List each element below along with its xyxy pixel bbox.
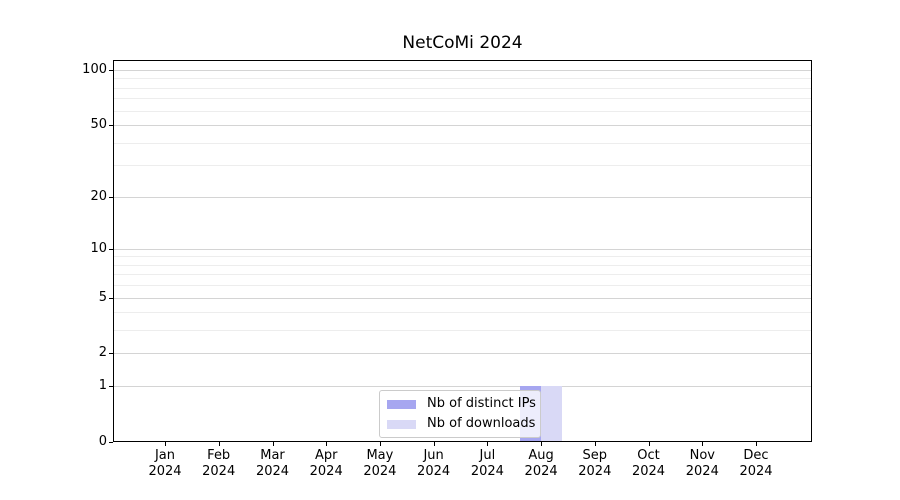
x-tick-label: Jul 2024 xyxy=(457,448,517,480)
y-major-gridline xyxy=(113,297,812,299)
x-tick-mark xyxy=(648,442,650,446)
x-tick-mark xyxy=(272,442,274,446)
y-minor-gridline xyxy=(113,87,812,89)
y-major-gridline xyxy=(113,386,812,388)
y-tick-mark xyxy=(109,248,113,250)
x-tick-label: Nov 2024 xyxy=(672,448,732,480)
y-tick-label: 10 xyxy=(90,240,107,256)
x-tick-label-year: 2024 xyxy=(631,464,666,479)
x-tick-mark xyxy=(165,442,166,446)
x-tick-mark xyxy=(218,442,220,446)
x-tick-label-year: 2024 xyxy=(148,464,182,479)
chart-title: NetCoMi 2024 xyxy=(402,33,523,53)
x-tick-mark xyxy=(756,442,757,446)
x-tick-label: Feb 2024 xyxy=(189,448,249,480)
y-minor-gridline xyxy=(113,142,812,144)
x-tick-label-year: 2024 xyxy=(578,464,612,479)
x-tick-label-year: 2024 xyxy=(309,464,343,479)
x-tick-mark xyxy=(379,442,381,446)
y-minor-gridline xyxy=(113,256,812,258)
y-tick-label: 0 xyxy=(98,434,107,449)
x-tick-mark xyxy=(594,442,596,446)
y-minor-gridline xyxy=(113,274,812,276)
downloads-swatch xyxy=(387,419,416,429)
distinct-ips-swatch xyxy=(387,399,416,409)
x-tick-mark xyxy=(433,442,435,446)
bar-downloads xyxy=(541,386,563,442)
y-tick-label: 5 xyxy=(98,289,107,305)
x-tick-label: Jan 2024 xyxy=(135,448,195,480)
plot-border xyxy=(113,60,812,442)
x-tick-mark xyxy=(702,442,704,446)
x-tick-label: Apr 2024 xyxy=(296,448,356,480)
y-tick-label: 2 xyxy=(98,345,107,361)
y-minor-gridline xyxy=(113,264,812,266)
y-tick-label: 100 xyxy=(82,62,107,77)
x-tick-label-year: 2024 xyxy=(739,464,773,479)
x-tick-label: Jun 2024 xyxy=(404,448,464,480)
y-tick-label: 20 xyxy=(90,188,107,204)
y-minor-gridline xyxy=(113,78,812,80)
legend-item-downloads: Nb of downloads xyxy=(387,414,540,434)
y-tick-mark xyxy=(109,386,113,388)
y-tick-mark xyxy=(109,353,113,355)
y-tick-label: 1 xyxy=(98,378,107,394)
x-tick-label-year: 2024 xyxy=(417,464,451,479)
x-tick-mark xyxy=(326,442,328,446)
x-tick-label: Aug 2024 xyxy=(511,448,571,480)
y-tick-mark xyxy=(109,70,113,71)
legend-label-downloads: Nb of downloads xyxy=(427,416,536,431)
y-tick-mark xyxy=(109,125,113,127)
y-minor-gridline xyxy=(113,98,812,100)
y-major-gridline xyxy=(113,196,812,198)
y-major-gridline xyxy=(113,70,812,71)
y-tick-label: 50 xyxy=(90,117,107,133)
y-tick-mark xyxy=(109,442,113,443)
y-tick-mark xyxy=(109,196,113,198)
y-minor-gridline xyxy=(113,330,812,332)
x-tick-label: Mar 2024 xyxy=(243,448,303,480)
x-tick-label-year: 2024 xyxy=(524,464,558,479)
x-tick-label-year: 2024 xyxy=(255,464,290,479)
x-tick-label: Sep 2024 xyxy=(565,448,625,480)
x-tick-mark xyxy=(541,442,543,446)
legend-item-distinct-ips: Nb of distinct IPs xyxy=(387,394,540,414)
legend-label-distinct-ips: Nb of distinct IPs xyxy=(427,396,536,411)
y-minor-gridline xyxy=(113,110,812,112)
x-tick-label-year: 2024 xyxy=(202,464,236,479)
x-tick-label: Dec 2024 xyxy=(726,448,786,480)
y-major-gridline xyxy=(113,125,812,127)
x-tick-label-year: 2024 xyxy=(363,464,397,479)
x-tick-label: Oct 2024 xyxy=(619,448,679,480)
legend: Nb of distinct IPs Nb of downloads xyxy=(379,390,541,438)
x-tick-label-year: 2024 xyxy=(470,464,504,479)
x-tick-label: May 2024 xyxy=(350,448,410,480)
y-major-gridline xyxy=(113,248,812,250)
y-minor-gridline xyxy=(113,285,812,287)
y-minor-gridline xyxy=(113,312,812,314)
x-tick-mark xyxy=(487,442,489,446)
y-tick-mark xyxy=(109,297,113,299)
y-major-gridline xyxy=(113,353,812,355)
x-tick-label-year: 2024 xyxy=(685,464,719,479)
y-minor-gridline xyxy=(113,165,812,167)
